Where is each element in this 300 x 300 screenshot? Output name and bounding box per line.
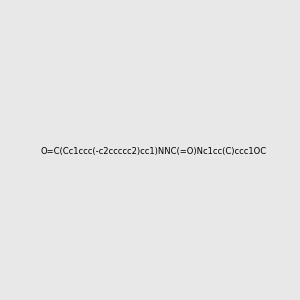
Text: O=C(Cc1ccc(-c2ccccc2)cc1)NNC(=O)Nc1cc(C)ccc1OC: O=C(Cc1ccc(-c2ccccc2)cc1)NNC(=O)Nc1cc(C)… (41, 147, 267, 156)
